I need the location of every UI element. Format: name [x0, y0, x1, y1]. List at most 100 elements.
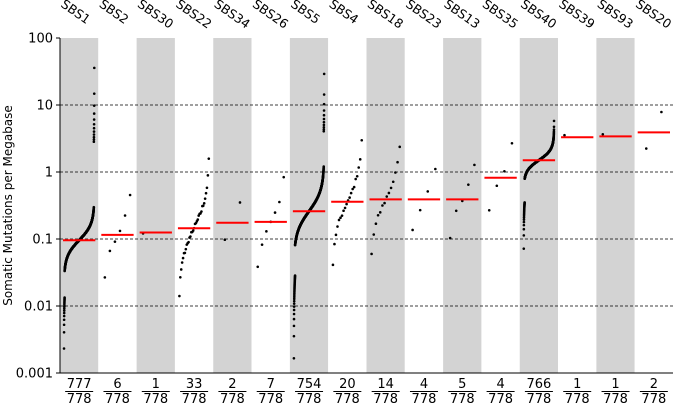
band-sbs18: [366, 38, 405, 373]
data-point: [62, 347, 66, 350]
data-point: [292, 302, 296, 305]
data-point: [522, 234, 526, 237]
band-sbs20: [634, 38, 673, 373]
data-point: [372, 233, 376, 236]
data-point: [322, 129, 326, 133]
data-point: [387, 191, 391, 195]
sample-count: 4: [420, 377, 428, 392]
data-point: [292, 324, 296, 328]
total-samples: 778: [412, 392, 437, 403]
data-point: [552, 130, 556, 133]
data-point: [204, 191, 208, 195]
total-samples: 778: [182, 392, 207, 403]
data-point: [223, 238, 227, 242]
band-sbs2: [98, 38, 137, 373]
data-point: [322, 109, 326, 112]
data-point: [184, 247, 188, 251]
data-point: [398, 145, 402, 149]
sample-count: 1: [573, 377, 581, 392]
data-point: [180, 261, 184, 264]
data-point: [256, 265, 260, 269]
signature-label: SBS22: [173, 0, 214, 31]
points-sbs34: [223, 201, 242, 242]
data-point: [265, 230, 268, 233]
data-point: [62, 330, 66, 334]
data-point: [293, 295, 296, 299]
data-point: [292, 317, 296, 321]
data-point: [467, 183, 470, 186]
data-point: [62, 314, 66, 318]
total-samples: 778: [488, 392, 513, 403]
data-point: [333, 242, 336, 246]
data-point: [92, 112, 96, 115]
data-point: [92, 104, 96, 107]
data-point: [522, 220, 526, 224]
band-sbs34: [213, 38, 252, 373]
data-point: [205, 186, 209, 190]
total-samples: 778: [335, 392, 360, 403]
data-point: [292, 334, 296, 338]
data-point: [360, 138, 364, 142]
total-samples: 778: [297, 392, 322, 403]
signature-label: SBS34: [212, 0, 254, 32]
data-point: [62, 309, 66, 312]
data-point: [487, 208, 491, 212]
band-sbs5: [289, 38, 329, 373]
data-point: [292, 312, 296, 316]
data-point: [522, 223, 526, 227]
data-point: [179, 276, 182, 279]
data-point: [376, 213, 380, 217]
signature-label: SBS40: [518, 0, 560, 32]
band-sbs30: [136, 38, 175, 373]
points-sbs18: [370, 145, 402, 256]
data-point: [448, 236, 452, 240]
total-samples: 778: [373, 392, 398, 403]
band-sbs23: [404, 38, 444, 373]
y-axis-title: Somatic Mutations per Megabase: [1, 105, 15, 306]
data-point: [342, 209, 345, 212]
sample-count: 754: [297, 377, 322, 392]
points-sbs35: [487, 141, 514, 212]
data-point: [357, 166, 361, 169]
data-point: [207, 157, 211, 160]
data-point: [92, 130, 96, 133]
data-point: [355, 174, 359, 178]
signature-label: SBS26: [250, 0, 292, 32]
data-point: [92, 133, 96, 136]
data-point: [92, 135, 96, 139]
band-sbs4: [328, 38, 367, 373]
data-point: [552, 128, 556, 131]
points-sbs1: [62, 66, 96, 350]
total-samples: 778: [450, 392, 475, 403]
points-sbs20: [644, 110, 663, 150]
data-point: [340, 214, 344, 217]
data-point: [123, 214, 127, 217]
band-sbs22: [174, 38, 214, 373]
band-sbs26: [251, 38, 290, 373]
sample-count: 33: [186, 377, 203, 392]
sample-count: 14: [377, 377, 394, 392]
data-point: [322, 72, 326, 76]
points-sbs23: [411, 167, 437, 232]
data-point: [348, 196, 351, 199]
data-point: [644, 147, 648, 150]
data-point: [426, 190, 430, 193]
data-point: [418, 208, 422, 212]
data-point: [92, 122, 96, 126]
band-sbs93: [596, 38, 635, 373]
data-point: [63, 296, 66, 299]
data-point: [349, 191, 353, 195]
data-point: [510, 141, 514, 145]
data-point: [238, 201, 242, 204]
data-point: [92, 118, 96, 121]
y-tick-label: 1: [45, 166, 53, 181]
data-point: [352, 185, 356, 189]
signature-label: SBS93: [595, 0, 636, 31]
data-point: [396, 160, 399, 164]
data-point: [374, 222, 378, 225]
data-point: [62, 307, 66, 310]
band-sbs40: [519, 38, 559, 373]
signature-label: SBS4: [326, 0, 361, 27]
data-point: [322, 102, 326, 106]
signature-label: SBS5: [288, 0, 323, 27]
